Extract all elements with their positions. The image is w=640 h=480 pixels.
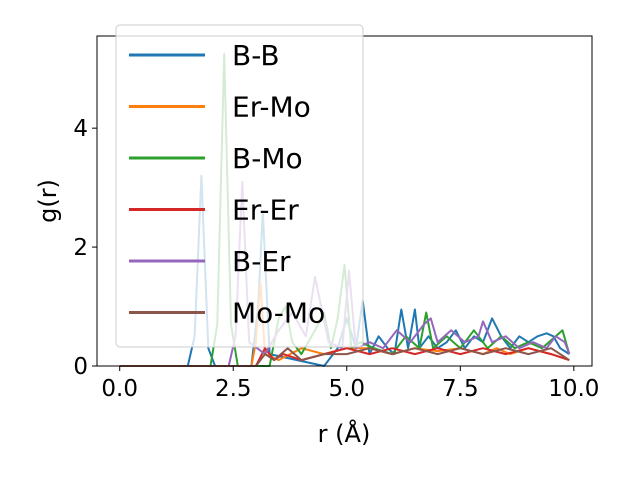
y-axis-label: g(r) <box>34 179 62 223</box>
x-tick-label: 5.0 <box>328 376 365 402</box>
legend-label-b-b: B-B <box>232 39 280 72</box>
series-line-mo-mo <box>119 347 570 367</box>
y-tick-label: 2 <box>73 235 88 261</box>
x-tick-label: 2.5 <box>215 376 252 402</box>
legend-label-er-er: Er-Er <box>232 194 299 227</box>
legend-label-er-mo: Er-Mo <box>232 91 311 124</box>
legend: B-B Er-Mo B-Mo Er-Er B-Er Mo-Mo <box>115 24 364 348</box>
legend-label-mo-mo: Mo-Mo <box>232 297 325 330</box>
x-axis-label: r (Å) <box>318 419 371 448</box>
x-tick-label: 0.0 <box>101 376 138 402</box>
x-tick-label: 7.5 <box>442 376 479 402</box>
y-tick-label: 0 <box>73 354 88 380</box>
y-tick-label: 4 <box>73 116 88 142</box>
legend-label-b-er: B-Er <box>232 245 291 278</box>
x-tick-label: 10.0 <box>548 376 599 402</box>
ticks-layer: 0.0 2.5 5.0 7.5 10.0 0 2 4 <box>73 116 599 402</box>
legend-items: B-B Er-Mo B-Mo Er-Er B-Er Mo-Mo <box>129 39 325 330</box>
legend-label-b-mo: B-Mo <box>232 142 303 175</box>
